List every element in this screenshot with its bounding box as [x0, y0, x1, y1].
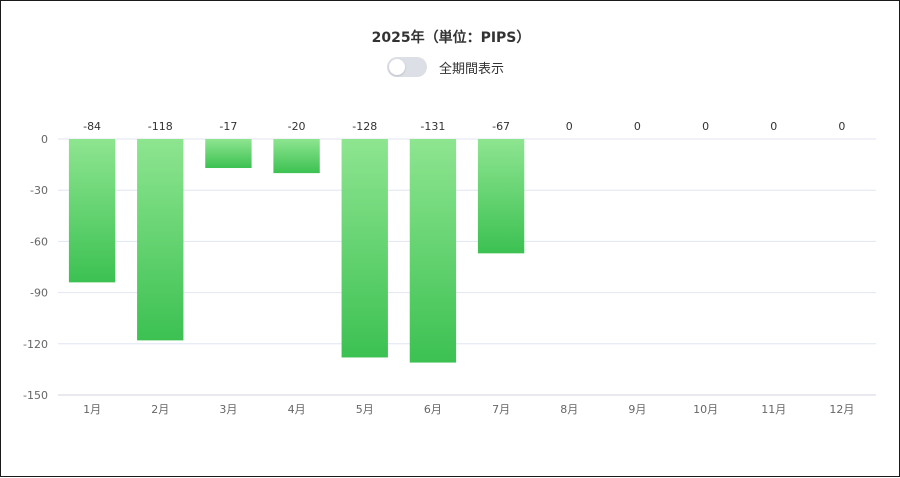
data-label-5: -128 [352, 120, 377, 133]
bar-1[interactable] [68, 139, 116, 283]
data-label-10: 0 [702, 120, 709, 133]
y-tick-label: -90 [30, 287, 48, 300]
y-tick-label: -120 [23, 338, 48, 351]
x-tick-label: 4月 [288, 403, 306, 416]
x-tick-label: 5月 [356, 403, 374, 416]
data-label-8: 0 [566, 120, 573, 133]
data-label-11: 0 [770, 120, 777, 133]
bar-5[interactable] [341, 139, 388, 358]
bar-2[interactable] [137, 139, 184, 341]
data-label-2: -118 [148, 120, 173, 133]
x-tick-label: 1月 [83, 403, 101, 416]
chart-title: 2025年（単位：PIPS） [371, 30, 531, 46]
data-label-9: 0 [634, 120, 641, 133]
x-tick-label: 10月 [693, 403, 718, 416]
x-tick-label: 12月 [829, 403, 854, 416]
all-period-toggle-label: 全期間表示 [439, 61, 505, 77]
y-tick-label: -150 [23, 389, 48, 402]
data-label-7: -67 [492, 120, 510, 133]
y-tick-label: -30 [30, 184, 48, 197]
all-period-toggle-group[interactable]: 全期間表示 [387, 56, 504, 78]
data-label-1: -84 [83, 120, 101, 133]
all-period-toggle[interactable] [387, 57, 427, 77]
x-tick-label: 8月 [560, 403, 578, 416]
data-label-4: -20 [288, 120, 306, 133]
bar-7[interactable] [477, 139, 525, 254]
x-tick-label: 6月 [424, 403, 442, 416]
data-label-12: 0 [838, 120, 845, 133]
y-tick-label: 0 [41, 133, 48, 146]
toggle-knob [389, 59, 405, 75]
x-tick-label: 7月 [492, 403, 510, 416]
data-label-6: -131 [420, 120, 445, 133]
data-label-3: -17 [219, 120, 237, 133]
x-tick-label: 2月 [151, 403, 169, 416]
bar-6[interactable] [409, 139, 457, 363]
x-tick-label: 9月 [628, 403, 646, 416]
x-tick-label: 11月 [761, 403, 786, 416]
x-tick-label: 3月 [219, 403, 237, 416]
y-tick-label: -60 [30, 235, 48, 248]
bar-4[interactable] [273, 139, 320, 174]
bar-3[interactable] [205, 139, 252, 169]
